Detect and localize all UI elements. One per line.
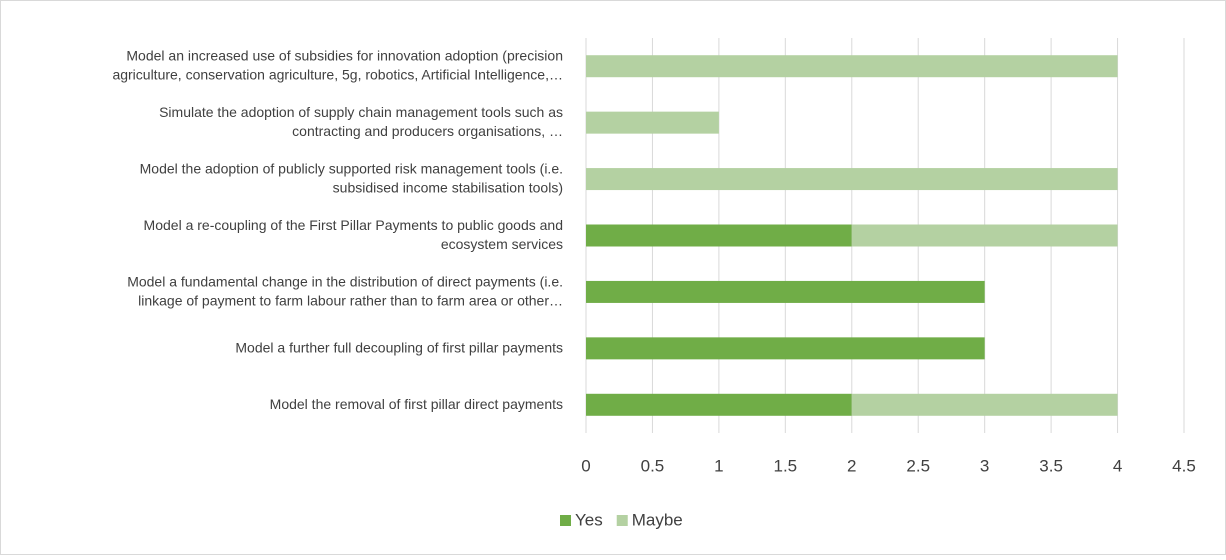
y-tick-label: Model a re-coupling of the First Pillar … — [144, 217, 563, 252]
legend-swatch — [616, 515, 628, 526]
x-tick-label: 2 — [847, 456, 856, 475]
y-tick-label: Model a fundamental change in the distri… — [127, 273, 563, 308]
label-line: subsidised income stabilisation tools) — [333, 179, 563, 195]
legend-label: Maybe — [632, 510, 683, 529]
x-tick-label: 3.5 — [1039, 456, 1063, 475]
bar — [586, 224, 852, 247]
bar — [586, 393, 852, 416]
label-line: Model a re-coupling of the First Pillar … — [144, 217, 563, 233]
label-line: ecosystem services — [441, 236, 563, 252]
x-tick-label: 1.5 — [774, 456, 798, 475]
bar — [586, 168, 1118, 191]
bar — [586, 337, 985, 360]
label-line: Model a fundamental change in the distri… — [127, 273, 563, 289]
x-tick-label: 2.5 — [906, 456, 930, 475]
x-tick-label: 0.5 — [641, 456, 665, 475]
y-tick-label: Model a further full decoupling of first… — [235, 339, 563, 355]
y-tick-label: Model an increased use of subsidies for … — [112, 47, 563, 82]
bar — [586, 111, 719, 134]
x-tick-label: 1 — [714, 456, 723, 475]
label-line: Simulate the adoption of supply chain ma… — [159, 104, 563, 120]
label-line: contracting and producers organisations,… — [292, 123, 563, 139]
bar — [851, 224, 1118, 247]
label-line: Model an increased use of subsidies for … — [126, 47, 563, 63]
legend-label: Yes — [575, 510, 603, 529]
bar — [586, 280, 985, 303]
bar — [851, 393, 1118, 416]
label-line: Model the removal of first pillar direct… — [270, 395, 563, 411]
x-tick-label: 3 — [980, 456, 989, 475]
legend-swatch — [560, 515, 571, 526]
label-line: Model a further full decoupling of first… — [235, 339, 563, 355]
x-tick-label: 4.5 — [1172, 456, 1196, 475]
y-tick-label: Simulate the adoption of supply chain ma… — [159, 104, 563, 139]
label-line: agriculture, conservation agriculture, 5… — [112, 66, 563, 82]
label-line: linkage of payment to farm labour rather… — [138, 292, 563, 308]
bar — [586, 55, 1118, 78]
x-tick-label: 4 — [1113, 456, 1122, 475]
y-tick-label: Model the removal of first pillar direct… — [270, 395, 563, 411]
x-tick-label: 0 — [581, 456, 590, 475]
label-line: Model the adoption of publicly supported… — [140, 160, 563, 176]
y-tick-label: Model the adoption of publicly supported… — [140, 160, 563, 195]
